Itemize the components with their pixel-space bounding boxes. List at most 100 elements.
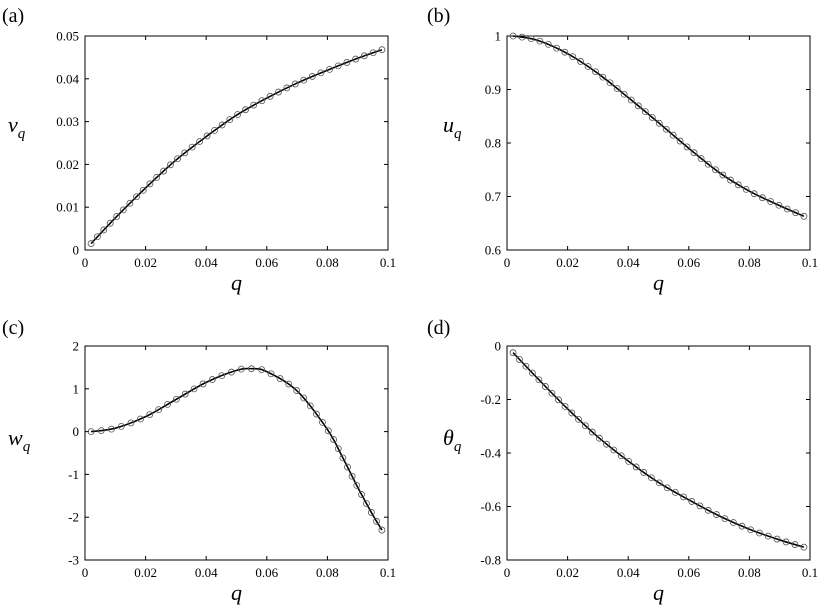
y-tick-label: 0.9 <box>485 82 501 97</box>
data-point <box>203 132 211 140</box>
x-tick-label: 0 <box>504 255 511 270</box>
data-point <box>721 515 729 523</box>
data-point <box>690 149 698 157</box>
data-point <box>293 387 301 394</box>
x-tick-label: 0.08 <box>738 565 761 580</box>
plot-frame <box>506 35 811 251</box>
data-point <box>704 506 712 514</box>
data-point <box>367 509 375 516</box>
data-point <box>352 55 359 63</box>
y-axis-label: νq <box>8 112 26 142</box>
data-point <box>696 502 704 510</box>
data-point <box>285 380 293 388</box>
data-point <box>595 434 603 442</box>
data-point <box>632 463 640 471</box>
data-point <box>792 209 799 217</box>
data-point <box>208 376 216 383</box>
data-point <box>167 161 174 169</box>
y-tick-label: 0 <box>495 339 502 354</box>
data-point <box>756 529 763 537</box>
data-point <box>190 385 198 393</box>
data-point <box>742 185 750 193</box>
data-point <box>625 457 633 465</box>
data-point <box>640 469 648 476</box>
data-point <box>344 463 351 471</box>
data-point <box>727 176 734 184</box>
data-point <box>313 410 320 418</box>
panel-label: (d) <box>427 317 450 339</box>
data-point <box>334 445 342 453</box>
data-point <box>568 409 576 417</box>
data-point <box>648 114 656 121</box>
y-axis-label: uq <box>443 112 462 142</box>
data-point <box>218 372 226 380</box>
data-point <box>242 106 249 114</box>
data-point <box>561 48 569 56</box>
data-point <box>669 131 677 139</box>
data-point <box>704 160 712 168</box>
data-point <box>146 411 154 418</box>
data-point <box>712 166 719 174</box>
data-point <box>800 543 808 551</box>
data-point <box>258 366 266 373</box>
data-point <box>324 427 332 435</box>
panel-b: (b) 0 0.02 0.04 0.06 0.08 0.1 0.6 0.7 0.8 0.9 1 q uq <box>427 5 818 295</box>
data-point <box>648 474 655 482</box>
x-tick-label: 0.04 <box>195 565 218 580</box>
data-point <box>509 32 517 40</box>
data-point <box>119 206 127 214</box>
data-point <box>108 425 115 433</box>
y-tick-label: 0.7 <box>485 189 502 204</box>
data-point <box>248 365 255 373</box>
data-point <box>662 125 670 133</box>
plot-frame <box>84 35 389 251</box>
data-point <box>146 180 154 188</box>
data-point <box>522 362 530 370</box>
x-tick-label: 0.08 <box>738 255 761 270</box>
data-point <box>363 500 370 507</box>
data-point <box>267 370 275 378</box>
y-tick-label: 0.8 <box>485 136 501 151</box>
data-point <box>126 199 134 207</box>
y-tick-label: -2 <box>68 510 79 525</box>
series-line <box>512 352 805 548</box>
data-point <box>237 365 245 373</box>
x-tick-label: 0.02 <box>134 565 157 580</box>
data-point <box>306 402 314 410</box>
data-point <box>218 121 226 129</box>
data-point <box>584 63 592 70</box>
data-point <box>199 380 207 388</box>
series-line <box>90 367 383 531</box>
y-tick-label: 2 <box>73 339 80 354</box>
data-point <box>160 167 167 175</box>
x-tick-label: 0 <box>82 565 89 580</box>
data-point <box>713 511 720 518</box>
plot-frame <box>506 345 811 561</box>
panel-c: (c) 0 0.02 0.04 0.06 0.08 0.1 -3 -2 -1 0 1 2 q wq <box>2 317 396 605</box>
data-point <box>196 138 203 145</box>
data-point <box>174 155 181 163</box>
data-point <box>358 491 365 498</box>
data-point <box>518 33 526 41</box>
data-point <box>569 53 577 61</box>
x-tick-label: 0.04 <box>617 565 640 580</box>
data-point <box>541 383 549 390</box>
x-tick-label: 0.1 <box>380 255 396 270</box>
x-tick-label: 0.06 <box>677 255 700 270</box>
series-line <box>512 35 805 218</box>
data-point <box>234 111 241 118</box>
data-point <box>617 452 625 460</box>
data-point <box>536 37 544 45</box>
data-point <box>773 535 781 543</box>
data-point <box>688 498 696 505</box>
data-point <box>535 376 543 384</box>
y-tick-label: 0 <box>73 424 80 439</box>
plot-frame <box>84 345 389 561</box>
data-point <box>655 119 663 127</box>
y-tick-label: 0.05 <box>56 29 79 44</box>
data-point <box>300 76 308 84</box>
data-point <box>655 479 663 487</box>
panel-a: (a) 0 0.02 0.04 0.06 0.08 0.1 0 0.01 0.02 0.03 0.04… <box>2 5 396 295</box>
data-point <box>106 219 114 227</box>
data-point <box>211 126 218 134</box>
